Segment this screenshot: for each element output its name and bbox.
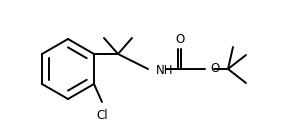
Text: NH: NH — [156, 63, 174, 76]
Text: O: O — [210, 63, 219, 75]
Text: Cl: Cl — [96, 109, 108, 122]
Text: O: O — [175, 33, 184, 46]
